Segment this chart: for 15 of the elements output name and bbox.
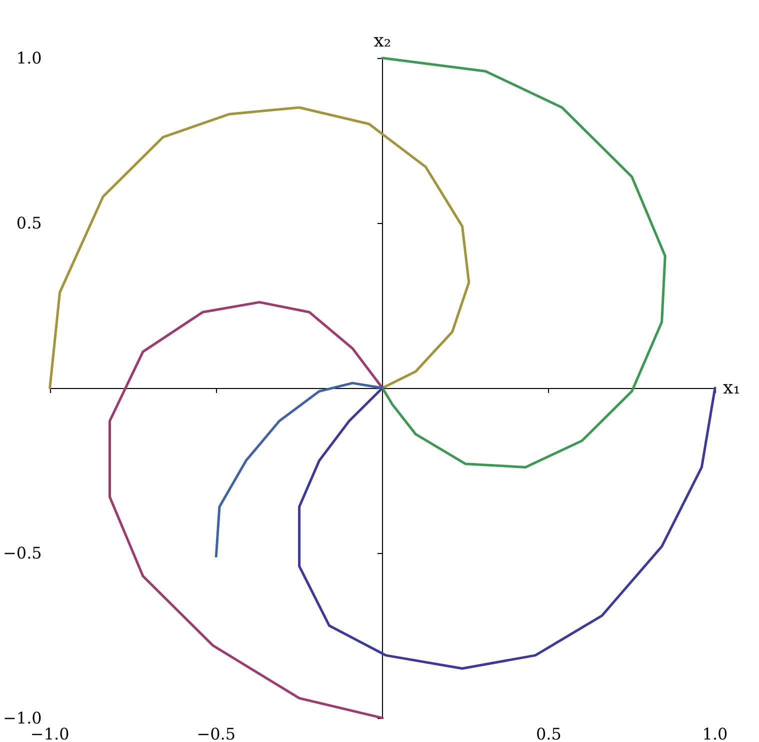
- y-tick-label: 1.0: [16, 48, 42, 68]
- x-tick-label: 1.0: [702, 724, 728, 742]
- y-tick-label: −1.0: [2, 708, 42, 728]
- x-tick-label: −0.5: [196, 724, 236, 742]
- x-axis-title: x₁: [723, 378, 740, 398]
- line-series: [298, 386, 716, 670]
- y-tick-label: −0.5: [2, 544, 42, 562]
- x-tick-label: −1.0: [30, 724, 70, 742]
- line-series: [381, 56, 666, 468]
- line-series: [108, 300, 384, 720]
- line-series: [214, 382, 384, 558]
- x-tick-label: 0.5: [536, 724, 562, 742]
- y-axis-title: x₂: [374, 30, 392, 52]
- y-tick-label: 0.5: [16, 214, 42, 232]
- line-series: [48, 106, 470, 390]
